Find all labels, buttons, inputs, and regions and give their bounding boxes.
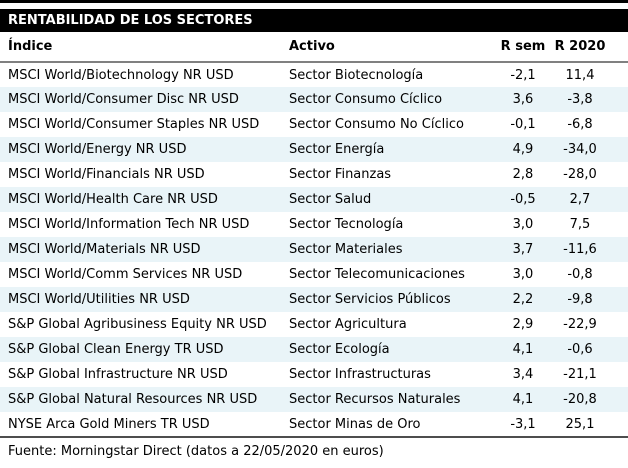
asset-cell: Sector Agricultura — [289, 317, 407, 332]
r-week-cell: 3,6 — [512, 92, 534, 107]
r-week-cell: -2,1 — [510, 67, 536, 83]
index-cell: S&P Global Agribusiness Equity NR USD — [8, 317, 267, 332]
table-row: S&P Global Natural Resources NR USD Secto… — [0, 387, 628, 412]
index-cell: MSCI World/Materials NR USD — [8, 242, 201, 257]
table-row: S&P Global Clean Energy TR USD Sector Eco… — [0, 337, 628, 362]
table-row: MSCI World/Energy NR USD Sector Energía 4,… — [0, 137, 628, 162]
asset-cell: Sector Telecomunicaciones — [289, 267, 465, 282]
table-row: NYSE Arca Gold Miners TR USD Sector Minas… — [0, 412, 628, 438]
asset-cell: Sector Consumo No Cíclico — [289, 117, 464, 132]
table-row: MSCI World/Information Tech NR USD Sector… — [0, 212, 628, 237]
r-2020-cell: -11,6 — [563, 242, 597, 257]
table-row: S&P Global Agribusiness Equity NR USD Sec… — [0, 312, 628, 337]
r-2020-cell: -28,0 — [563, 167, 597, 182]
header-row: Índice Activo R sem R 2020 — [0, 32, 628, 63]
index-cell: MSCI World/Consumer Disc NR USD — [8, 92, 239, 107]
table-title-bar: RENTABILIDAD DE LOS SECTORES — [0, 9, 628, 32]
asset-cell: Sector Salud — [289, 192, 372, 207]
r-week-cell: -0,1 — [510, 117, 536, 132]
r-week-cell: 2,8 — [512, 167, 534, 182]
r-week-cell: 2,2 — [512, 292, 534, 307]
asset-cell: Sector Materiales — [289, 242, 403, 257]
sector-returns-table: Índice Activo R sem R 2020 MSCI World/Bi… — [0, 32, 628, 438]
table-body: MSCI World/Biotechnology NR USD Sector Bi… — [0, 62, 628, 438]
index-cell: MSCI World/Health Care NR USD — [8, 192, 218, 207]
index-cell: MSCI World/Financials NR USD — [8, 167, 205, 182]
r-2020-cell: -20,8 — [563, 392, 597, 407]
r-week-cell: 4,9 — [512, 142, 534, 157]
r-2020-cell: -22,9 — [563, 317, 597, 332]
index-cell: S&P Global Infrastructure NR USD — [8, 367, 228, 382]
column-header-indice: Índice — [0, 32, 289, 63]
r-2020-cell: -9,8 — [567, 292, 593, 307]
index-cell: MSCI World/Energy NR USD — [8, 142, 187, 157]
r-2020-cell: -34,0 — [563, 142, 597, 157]
r-2020-cell: 2,7 — [569, 192, 591, 207]
r-week-cell: 3,4 — [512, 367, 534, 382]
r-2020-cell: -21,1 — [563, 367, 597, 382]
table-row: MSCI World/Consumer Disc NR USD Sector Co… — [0, 87, 628, 112]
asset-cell: Sector Consumo Cíclico — [289, 92, 443, 107]
column-header-r-2020: R 2020 — [553, 32, 628, 63]
asset-cell: Sector Energía — [289, 142, 385, 157]
table-row: MSCI World/Consumer Staples NR USD Sector… — [0, 112, 628, 137]
table-row: MSCI World/Health Care NR USD Sector Salu… — [0, 187, 628, 212]
r-week-cell: -3,1 — [493, 412, 553, 438]
r-week-cell: -0,5 — [510, 192, 536, 207]
index-cell: MSCI World/Consumer Staples NR USD — [8, 117, 260, 132]
index-cell: MSCI World/Information Tech NR USD — [8, 217, 250, 232]
r-2020-cell: -0,8 — [567, 267, 593, 282]
r-2020-cell: 25,1 — [553, 412, 628, 438]
table-row: MSCI World/Materials NR USD Sector Materi… — [0, 237, 628, 262]
asset-cell: Sector Infrastructuras — [289, 367, 431, 382]
asset-cell: Sector Finanzas — [289, 167, 392, 182]
r-2020-cell: -6,8 — [567, 117, 593, 132]
asset-cell: Sector Biotecnología — [289, 67, 424, 83]
table-row: S&P Global Infrastructure NR USD Sector I… — [0, 362, 628, 387]
asset-cell: Sector Servicios Públicos — [289, 292, 451, 307]
index-cell: NYSE Arca Gold Miners TR USD — [0, 412, 289, 438]
asset-cell: Sector Ecología — [289, 342, 390, 357]
r-week-cell: 2,9 — [512, 317, 534, 332]
r-week-cell: 3,0 — [512, 217, 534, 232]
r-week-cell: 4,1 — [512, 392, 534, 407]
r-week-cell: 4,1 — [512, 342, 534, 357]
index-cell: MSCI World/Utilities NR USD — [8, 292, 190, 307]
r-week-cell: 3,0 — [512, 267, 534, 282]
table-title: RENTABILIDAD DE LOS SECTORES — [8, 13, 253, 28]
table-row: MSCI World/Comm Services NR USD Sector Te… — [0, 262, 628, 287]
r-week-cell: 3,7 — [512, 242, 534, 257]
table-header: Índice Activo R sem R 2020 — [0, 32, 628, 63]
table-row: MSCI World/Financials NR USD Sector Finan… — [0, 162, 628, 187]
table-row: MSCI World/Utilities NR USD Sector Servic… — [0, 287, 628, 312]
asset-cell: Sector Minas de Oro — [289, 412, 493, 438]
asset-cell: Sector Recursos Naturales — [289, 392, 461, 407]
r-2020-cell: 11,4 — [565, 67, 595, 83]
index-cell: S&P Global Clean Energy TR USD — [8, 342, 224, 357]
table-row: MSCI World/Biotechnology NR USD Sector Bi… — [0, 62, 628, 87]
r-2020-cell: 7,5 — [569, 217, 591, 232]
r-2020-cell: -3,8 — [567, 92, 593, 107]
index-cell: MSCI World/Comm Services NR USD — [8, 267, 243, 282]
index-cell: S&P Global Natural Resources NR USD — [8, 392, 258, 407]
index-cell: MSCI World/Biotechnology NR USD — [8, 67, 234, 83]
top-rule — [0, 0, 628, 3]
source-note: Fuente: Morningstar Direct (datos a 22/0… — [8, 444, 384, 459]
r-2020-cell: -0,6 — [567, 342, 593, 357]
column-header-r-sem: R sem — [493, 32, 553, 63]
column-header-activo: Activo — [289, 32, 493, 63]
asset-cell: Sector Tecnología — [289, 217, 404, 232]
